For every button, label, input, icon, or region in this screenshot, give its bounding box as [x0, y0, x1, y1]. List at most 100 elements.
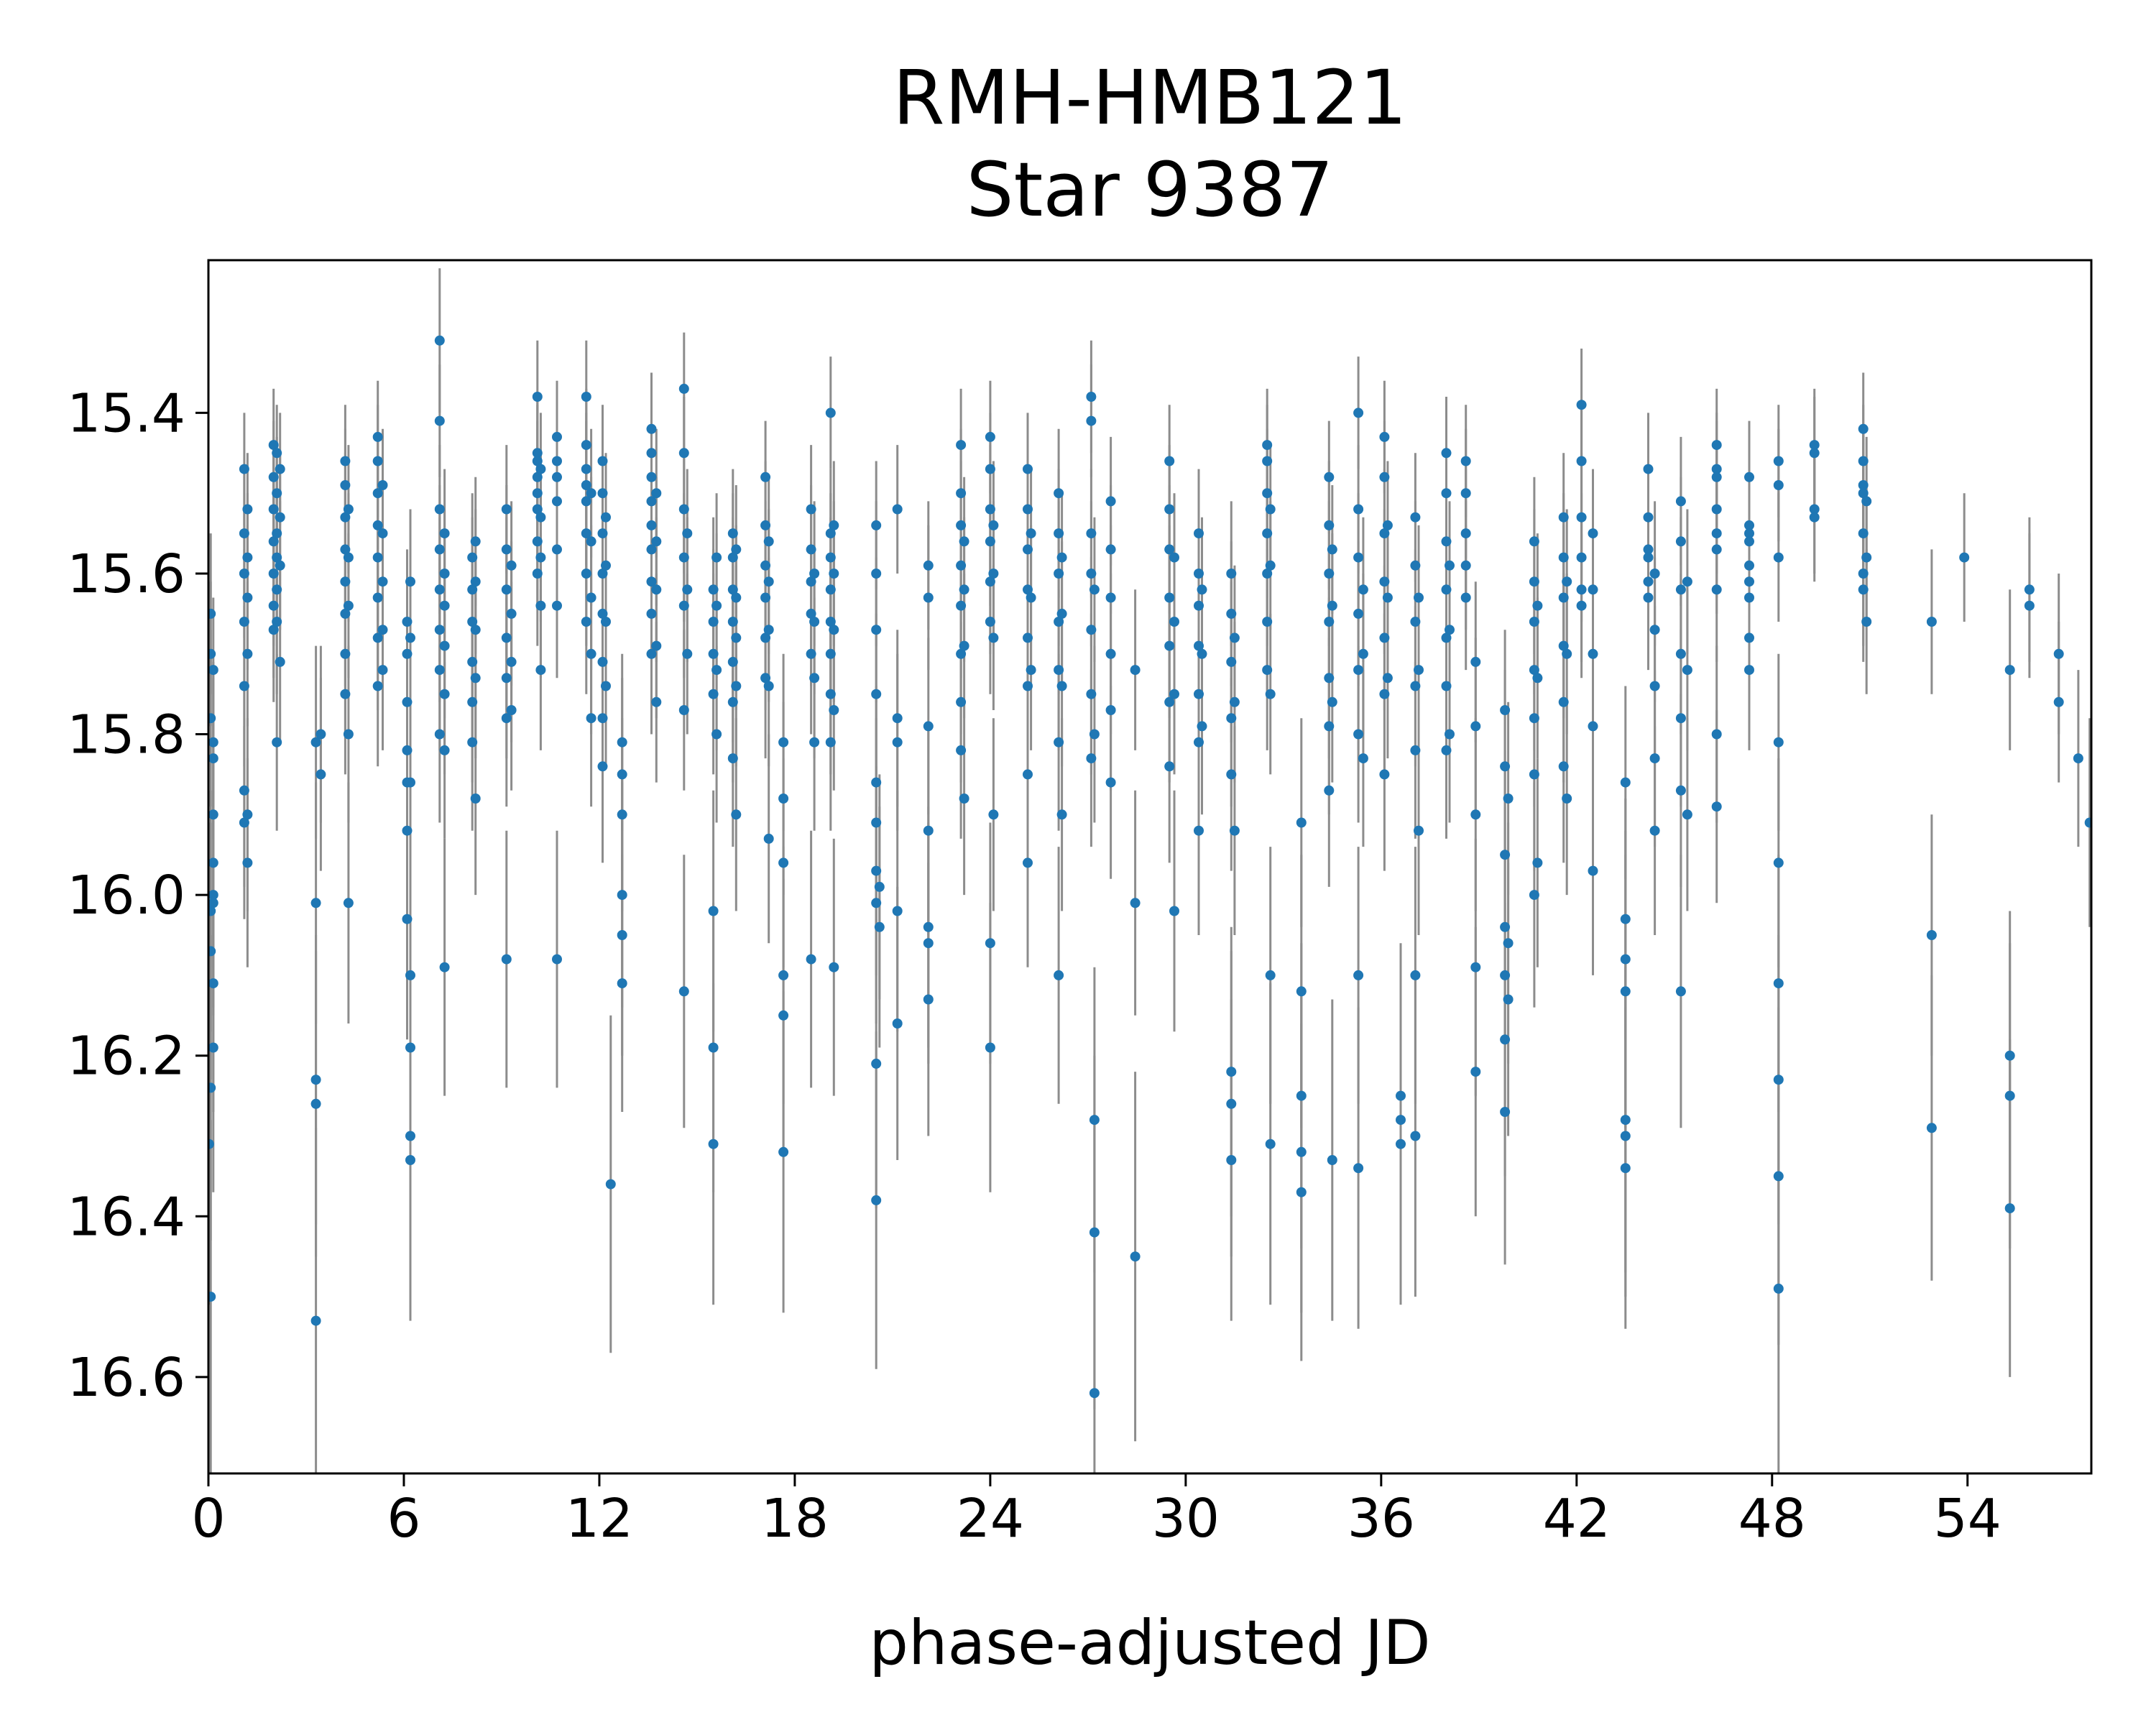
data-point — [242, 809, 253, 820]
data-point — [1410, 970, 1421, 980]
data-point — [1858, 569, 1869, 579]
data-point — [646, 423, 657, 434]
data-point — [552, 431, 562, 442]
data-point — [1164, 761, 1175, 772]
data-point — [1262, 488, 1273, 499]
data-point — [985, 617, 995, 627]
data-point — [1056, 552, 1067, 563]
data-point — [377, 665, 388, 676]
data-point — [892, 713, 903, 724]
data-point — [1809, 512, 1820, 523]
data-point — [1353, 1163, 1364, 1174]
data-point — [760, 592, 771, 603]
data-point — [806, 504, 816, 515]
data-point — [1711, 528, 1722, 539]
data-point — [708, 648, 719, 659]
data-point — [402, 696, 413, 707]
data-point — [1056, 681, 1067, 691]
data-point — [1562, 576, 1572, 587]
data-point — [1809, 504, 1820, 515]
data-point — [268, 440, 279, 451]
data-point — [1226, 656, 1237, 667]
data-point — [871, 898, 882, 908]
data-point — [377, 480, 388, 490]
data-point — [1529, 890, 1539, 901]
data-point — [874, 921, 885, 932]
data-point — [1711, 801, 1722, 812]
data-point — [1086, 625, 1097, 635]
data-point — [1503, 938, 1514, 949]
data-point — [985, 504, 995, 515]
data-point — [581, 464, 591, 474]
data-point — [1105, 777, 1116, 788]
data-point — [1576, 456, 1587, 466]
data-point — [597, 713, 608, 724]
data-point — [1558, 512, 1569, 523]
data-point — [1711, 584, 1722, 595]
data-point — [678, 448, 689, 459]
data-point — [272, 584, 282, 595]
data-point — [678, 600, 689, 611]
data-point — [1558, 761, 1569, 772]
data-point — [1396, 1115, 1406, 1126]
data-point — [439, 745, 450, 755]
data-point — [208, 1138, 214, 1149]
data-point — [1089, 1388, 1100, 1399]
data-point — [617, 737, 627, 748]
data-point — [1558, 552, 1569, 563]
data-point — [315, 769, 326, 780]
data-point — [2053, 696, 2064, 707]
data-point — [1023, 681, 1033, 691]
data-point — [372, 632, 383, 643]
data-point — [1959, 552, 1970, 563]
data-point — [1529, 617, 1539, 627]
data-point — [275, 656, 285, 667]
data-point — [1379, 632, 1390, 643]
data-point — [1130, 665, 1141, 676]
data-point — [470, 536, 481, 547]
data-point — [1056, 809, 1067, 820]
data-point — [586, 592, 596, 603]
data-point — [708, 906, 719, 916]
data-point — [242, 648, 253, 659]
data-point — [1773, 1171, 1784, 1182]
data-point — [605, 1179, 616, 1190]
data-point — [646, 576, 657, 587]
data-point — [2004, 1090, 2015, 1101]
data-point — [956, 745, 967, 755]
data-point — [1711, 544, 1722, 555]
data-point — [1054, 970, 1064, 980]
data-point — [434, 335, 445, 346]
data-point — [470, 794, 481, 804]
data-point — [1105, 648, 1116, 659]
data-point — [825, 528, 836, 539]
data-point — [1576, 600, 1587, 611]
data-point — [372, 552, 383, 563]
data-point — [601, 560, 611, 571]
data-point — [1588, 528, 1598, 539]
data-point — [646, 496, 657, 507]
data-point — [646, 520, 657, 530]
data-point — [727, 617, 738, 627]
data-point — [1500, 761, 1511, 772]
data-point — [1194, 569, 1204, 579]
data-point — [1460, 488, 1471, 499]
data-point — [597, 656, 608, 667]
data-point — [581, 569, 591, 579]
data-point — [956, 696, 967, 707]
data-point — [1675, 648, 1686, 659]
data-point — [239, 817, 249, 828]
data-point — [581, 528, 591, 539]
data-point — [1620, 986, 1631, 997]
data-point — [1861, 617, 1872, 627]
data-point — [343, 729, 354, 740]
data-point — [809, 673, 820, 684]
data-point — [1558, 592, 1569, 603]
data-point — [1858, 488, 1869, 499]
data-point — [1023, 857, 1033, 868]
data-point — [1054, 737, 1064, 748]
data-point — [763, 576, 774, 587]
data-point — [871, 689, 882, 699]
data-point — [242, 504, 253, 515]
